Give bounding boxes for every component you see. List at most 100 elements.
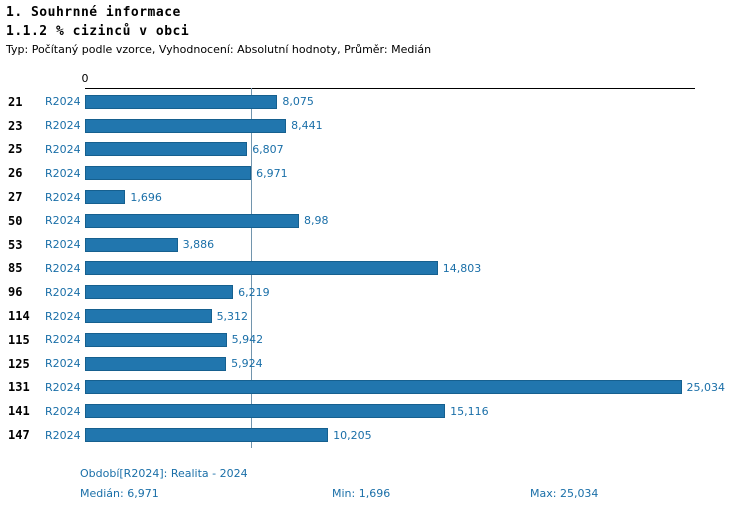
category-label: 53	[8, 237, 23, 252]
bar	[85, 404, 446, 419]
bar	[85, 237, 178, 252]
bar-track: 10,205	[85, 423, 695, 447]
period-label: Období[R2024]: Realita - 2024	[80, 467, 248, 480]
bar-track: 14,803	[85, 257, 695, 281]
min-stat-label: Min: 1,696	[332, 487, 391, 500]
bar-value-label: 8,075	[282, 95, 314, 109]
bar	[85, 261, 438, 276]
category-label: 27	[8, 190, 23, 205]
bar-track: 6,971	[85, 161, 695, 185]
bar-track: 6,807	[85, 138, 695, 162]
category-label: 115	[8, 332, 30, 347]
bar	[85, 190, 126, 205]
category-label: 26	[8, 166, 23, 181]
series-label: R2024	[45, 357, 81, 371]
bar-value-label: 8,441	[291, 119, 323, 133]
bar-value-label: 6,807	[252, 142, 284, 156]
bar-value-label: 3,886	[182, 238, 215, 252]
bar	[85, 213, 299, 228]
table-row: 115 R2024 5,942	[0, 328, 750, 352]
bar-track: 1,696	[85, 185, 695, 209]
category-label: 50	[8, 213, 23, 228]
bar	[85, 118, 287, 133]
bar-track: 8,441	[85, 114, 695, 138]
chart-title: 1.1.2 % cizinců v obci	[6, 24, 190, 39]
table-row: 50 R2024 8,98	[0, 209, 750, 233]
category-label: 25	[8, 142, 23, 157]
series-label: R2024	[45, 428, 81, 442]
bar-value-label: 5,942	[231, 333, 264, 347]
series-label: R2024	[45, 142, 81, 156]
category-label: 96	[8, 285, 23, 300]
x-axis-line	[85, 88, 695, 89]
bar-value-label: 6,219	[238, 285, 270, 299]
series-label: R2024	[45, 309, 81, 323]
table-row: 147 R2024 10,205	[0, 423, 750, 447]
series-label: R2024	[45, 214, 81, 228]
category-label: 85	[8, 261, 23, 276]
bar	[85, 332, 227, 347]
series-label: R2024	[45, 380, 81, 394]
series-label: R2024	[45, 333, 81, 347]
axis-zero-label: 0	[81, 72, 89, 85]
table-row: 21 R2024 8,075	[0, 90, 750, 114]
bar-value-label: 15,116	[450, 404, 489, 418]
series-label: R2024	[45, 166, 81, 180]
bar-chart: 0 21 R2024 8,075 23 R2024 8,441 25 R2024 6,807 26…	[0, 72, 750, 450]
table-row: 114 R2024 5,312	[0, 304, 750, 328]
table-row: 125 R2024 5,924	[0, 352, 750, 376]
bar	[85, 94, 278, 109]
bar-value-label: 5,312	[216, 309, 249, 323]
bar	[85, 356, 227, 371]
series-label: R2024	[45, 95, 81, 109]
max-stat-label: Max: 25,034	[530, 487, 599, 500]
category-label: 141	[8, 404, 30, 419]
bar-value-label: 10,205	[333, 428, 372, 442]
bar-value-label: 14,803	[442, 261, 482, 275]
bar	[85, 428, 329, 443]
table-row: 131 R2024 25,034	[0, 376, 750, 400]
page-title: 1. Souhrnné informace	[6, 5, 181, 20]
category-label: 21	[8, 94, 23, 109]
series-label: R2024	[45, 119, 81, 133]
table-row: 23 R2024 8,441	[0, 114, 750, 138]
table-row: 25 R2024 6,807	[0, 138, 750, 162]
category-label: 147	[8, 428, 30, 443]
series-label: R2024	[45, 404, 81, 418]
table-row: 96 R2024 6,219	[0, 280, 750, 304]
bar	[85, 309, 212, 324]
bar-value-label: 5,924	[231, 357, 263, 371]
bar-track: 5,312	[85, 304, 695, 328]
category-label: 125	[8, 356, 30, 371]
category-label: 114	[8, 309, 30, 324]
bar-track: 3,886	[85, 233, 695, 257]
category-label: 131	[8, 380, 30, 395]
table-row: 141 R2024 15,116	[0, 399, 750, 423]
series-label: R2024	[45, 190, 81, 204]
chart-subtitle: Typ: Počítaný podle vzorce, Vyhodnocení:…	[6, 43, 432, 56]
bar-value-label: 25,034	[686, 380, 726, 394]
bar	[85, 380, 682, 395]
bar-value-label: 1,696	[130, 190, 162, 204]
series-label: R2024	[45, 238, 81, 252]
series-label: R2024	[45, 261, 81, 275]
table-row: 27 R2024 1,696	[0, 185, 750, 209]
table-row: 85 R2024 14,803	[0, 257, 750, 281]
bar	[85, 166, 252, 181]
table-row: 53 R2024 3,886	[0, 233, 750, 257]
category-label: 23	[8, 118, 23, 133]
bar-value-label: 8,98	[303, 214, 329, 228]
bar-track: 25,034	[85, 376, 725, 400]
chart-rows: 21 R2024 8,075 23 R2024 8,441 25 R2024 6,807 26 R2…	[0, 90, 750, 447]
bar	[85, 285, 234, 300]
bar-track: 5,924	[85, 352, 695, 376]
bar-track: 8,98	[85, 209, 695, 233]
bar-track: 15,116	[85, 399, 695, 423]
bar-track: 5,942	[85, 328, 695, 352]
bar-value-label: 6,971	[256, 166, 288, 180]
bar-track: 8,075	[85, 90, 695, 114]
median-stat-label: Medián: 6,971	[80, 487, 159, 500]
table-row: 26 R2024 6,971	[0, 161, 750, 185]
bar	[85, 142, 248, 157]
